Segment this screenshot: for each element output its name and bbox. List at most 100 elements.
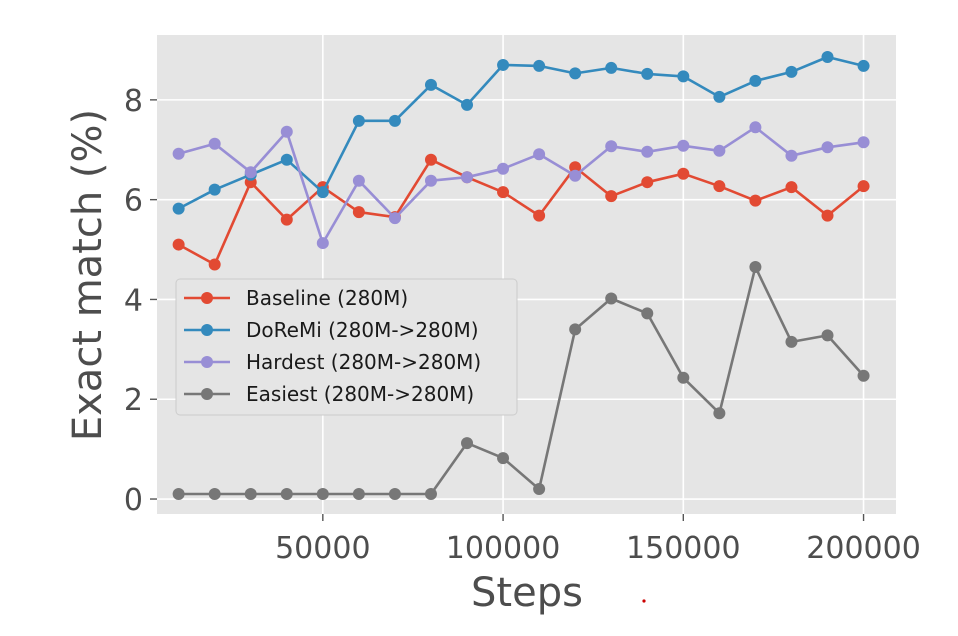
data-point xyxy=(497,162,510,175)
data-point xyxy=(857,136,870,149)
legend-label: Baseline (280M) xyxy=(246,286,408,310)
y-tick-label: 8 xyxy=(124,84,143,119)
legend-item: DoReMi (280M->280M) xyxy=(184,318,479,342)
y-axis: 0 2 4 6 8 xyxy=(124,84,157,518)
data-point xyxy=(316,488,329,501)
data-point xyxy=(497,58,510,71)
data-point xyxy=(641,307,654,320)
data-point xyxy=(785,65,798,78)
data-point xyxy=(713,144,726,157)
series-3 xyxy=(172,261,870,501)
data-point xyxy=(569,161,582,174)
legend-box xyxy=(175,278,518,416)
data-point xyxy=(172,238,185,251)
data-point xyxy=(424,153,437,166)
data-point xyxy=(352,114,365,127)
data-point xyxy=(208,258,221,271)
data-point xyxy=(605,190,618,203)
data-point xyxy=(749,74,762,87)
data-point xyxy=(713,407,726,420)
legend: Baseline (280M) DoReMi (280M->280M) Hardes… xyxy=(175,278,518,416)
series-line xyxy=(177,55,864,210)
data-point xyxy=(857,59,870,72)
data-point xyxy=(244,166,257,179)
data-point xyxy=(352,488,365,501)
data-point xyxy=(533,59,546,72)
data-point xyxy=(316,186,329,199)
data-point xyxy=(352,206,365,219)
data-point xyxy=(424,78,437,91)
data-point xyxy=(713,90,726,103)
data-point xyxy=(605,140,618,153)
data-point xyxy=(749,121,762,134)
y-tick-label: 6 xyxy=(124,184,143,219)
legend-label: Easiest (280M->280M) xyxy=(246,382,474,406)
data-point xyxy=(172,488,185,501)
data-point xyxy=(569,323,582,336)
data-point xyxy=(821,141,834,154)
x-tick-label: 100000 xyxy=(446,531,561,566)
data-point xyxy=(172,202,185,215)
data-point xyxy=(821,50,834,63)
data-point xyxy=(533,209,546,222)
data-point xyxy=(677,167,690,180)
series-line xyxy=(178,126,864,245)
series-2 xyxy=(172,121,870,250)
data-point xyxy=(821,329,834,342)
data-point xyxy=(677,139,690,152)
data-point xyxy=(497,186,510,199)
data-point xyxy=(713,180,726,193)
data-point xyxy=(244,488,257,501)
data-point xyxy=(208,183,221,196)
legend-marker xyxy=(201,324,213,336)
y-tick-label: 0 xyxy=(124,483,143,518)
data-point xyxy=(533,483,546,496)
plot-background xyxy=(157,35,896,514)
x-tick-label: 50000 xyxy=(275,531,370,566)
legend-label: Hardest (280M->280M) xyxy=(246,350,481,374)
data-point xyxy=(785,335,798,348)
data-point xyxy=(388,114,401,127)
data-point xyxy=(424,488,437,501)
data-point xyxy=(641,145,654,158)
data-point xyxy=(461,98,474,111)
data-point xyxy=(280,153,293,166)
legend-item: Easiest (280M->280M) xyxy=(184,382,474,406)
data-point xyxy=(605,61,618,74)
data-point xyxy=(208,488,221,501)
data-point xyxy=(785,149,798,162)
data-point xyxy=(352,174,365,187)
y-axis-title: Exact match (%) xyxy=(65,109,111,441)
x-tick-label: 150000 xyxy=(626,531,741,566)
data-point xyxy=(641,67,654,80)
x-axis: 50000 100000 150000 200000 xyxy=(275,514,921,566)
data-point xyxy=(316,237,329,250)
y-tick-label: 4 xyxy=(124,283,143,318)
legend-item: Hardest (280M->280M) xyxy=(184,350,481,374)
data-point xyxy=(533,148,546,161)
legend-marker xyxy=(201,388,213,400)
data-point xyxy=(641,176,654,189)
series-line xyxy=(177,158,865,266)
data-point xyxy=(605,292,618,305)
data-point xyxy=(280,488,293,501)
data-point xyxy=(424,174,437,187)
data-point xyxy=(280,213,293,226)
data-point xyxy=(388,488,401,501)
data-point xyxy=(785,181,798,194)
data-point xyxy=(749,194,762,207)
data-point xyxy=(749,261,762,274)
legend-label: DoReMi (280M->280M) xyxy=(246,318,479,342)
data-point xyxy=(461,171,474,184)
data-point xyxy=(677,371,690,384)
data-point xyxy=(497,452,510,465)
series-layer xyxy=(172,50,870,501)
data-point xyxy=(821,209,834,222)
y-tick-label: 2 xyxy=(124,383,143,418)
data-point xyxy=(569,67,582,80)
data-point xyxy=(208,137,221,150)
stray-red-dot xyxy=(642,599,646,603)
series-1 xyxy=(172,50,870,215)
data-point xyxy=(172,147,185,160)
data-point xyxy=(677,70,690,83)
